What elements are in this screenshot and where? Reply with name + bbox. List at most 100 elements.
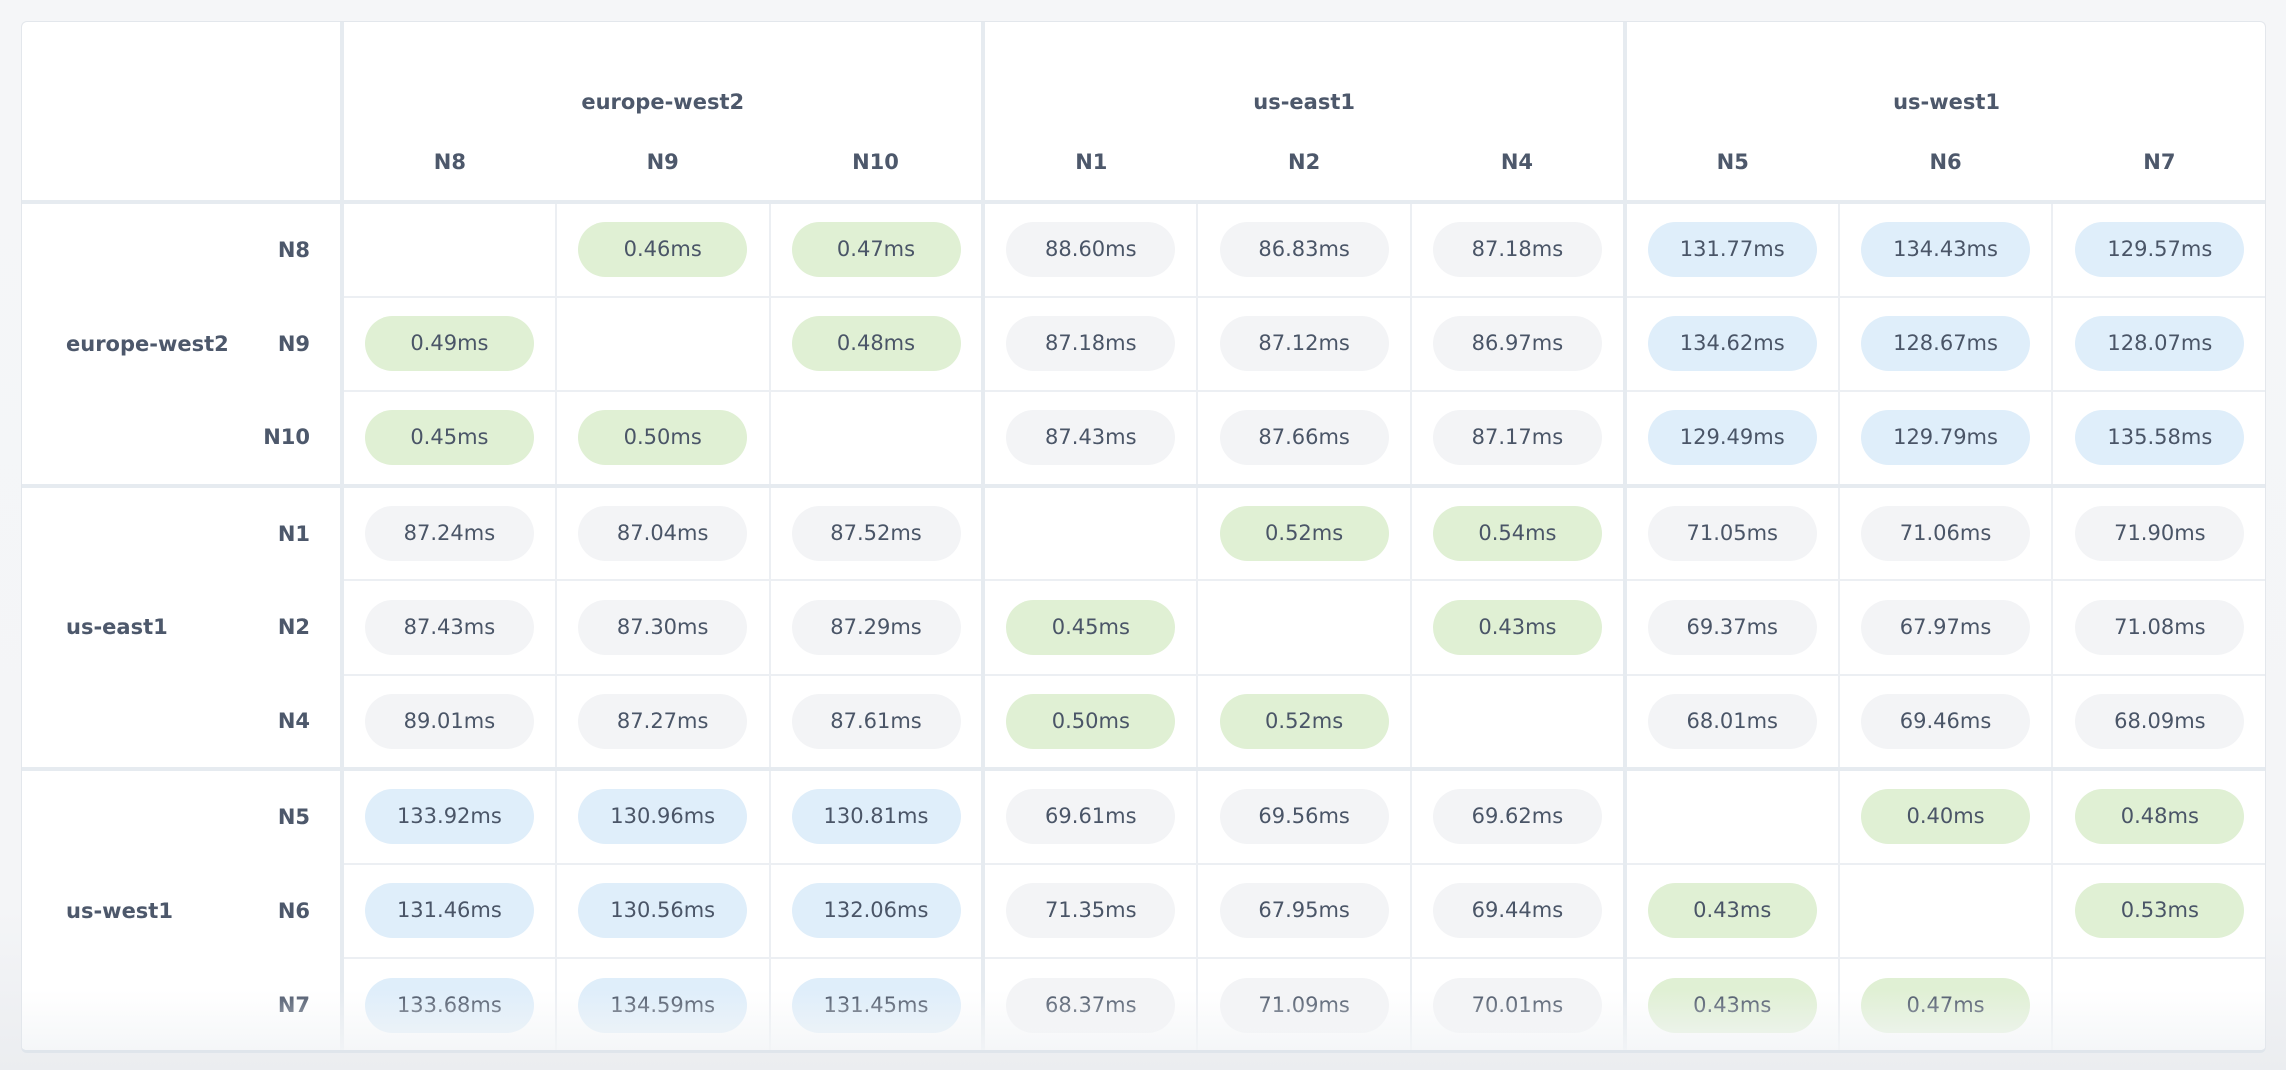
- matrix-body: N8 0.46ms 0.47ms 88.60ms 86.83ms 87.18ms 131.7…: [22, 202, 2265, 1050]
- latency-cell: 0.52ms: [1196, 485, 1412, 581]
- latency-pill-near: 69.46ms: [1861, 693, 2031, 749]
- latency-pill-local: 0.40ms: [1861, 789, 2031, 845]
- latency-cell: 0.47ms: [1837, 958, 2053, 1050]
- latency-cell: 69.61ms: [981, 769, 1198, 865]
- latency-pill-far: 131.77ms: [1647, 222, 1817, 278]
- latency-pill-near: 71.09ms: [1219, 977, 1389, 1033]
- latency-pill-far: 131.46ms: [364, 883, 534, 939]
- latency-cell: 134.43ms: [1837, 202, 2053, 298]
- latency-cell: 71.08ms: [2051, 580, 2265, 676]
- latency-pill-near: 87.12ms: [1219, 316, 1389, 372]
- latency-pill-near: 67.95ms: [1219, 883, 1389, 939]
- latency-pill-near: 68.01ms: [1647, 693, 1817, 749]
- latency-pill-far: 130.96ms: [578, 789, 748, 845]
- latency-pill-local: 0.43ms: [1647, 883, 1817, 939]
- latency-pill-near: 87.29ms: [791, 599, 961, 655]
- row-label-cell: N7: [22, 958, 344, 1050]
- latency-matrix-card: europe-west2 us-east1 us-west1 N8 N9 N10…: [21, 21, 2266, 1053]
- column-node-header: N6: [1838, 132, 2053, 204]
- column-node-header: N1: [981, 132, 1198, 204]
- latency-pill-far: 134.59ms: [578, 977, 748, 1033]
- latency-cell: 134.59ms: [554, 958, 770, 1050]
- latency-cell: 133.68ms: [340, 958, 556, 1050]
- latency-pill-far: 133.68ms: [364, 977, 534, 1033]
- latency-cell: 0.50ms: [554, 391, 770, 488]
- latency-pill-far: 129.49ms: [1647, 410, 1817, 466]
- latency-cell: 0.45ms: [981, 580, 1198, 676]
- latency-pill-local: 0.52ms: [1219, 505, 1389, 561]
- latency-cell: 134.62ms: [1622, 296, 1839, 392]
- latency-cell: 135.58ms: [2051, 391, 2265, 488]
- latency-cell: 87.43ms: [340, 580, 556, 676]
- column-region-header: us-east1: [981, 22, 1625, 132]
- latency-cell: 69.46ms: [1837, 674, 2053, 771]
- latency-cell: [981, 485, 1198, 581]
- latency-cell: 87.52ms: [768, 485, 984, 581]
- latency-cell: 0.52ms: [1196, 674, 1412, 771]
- latency-cell: 87.17ms: [1410, 391, 1625, 488]
- latency-cell: 71.05ms: [1622, 485, 1839, 581]
- row-label-cell: N4: [22, 674, 344, 771]
- row-node-label: N6: [277, 898, 310, 923]
- latency-cell: 68.37ms: [981, 958, 1198, 1050]
- latency-matrix-table: europe-west2 us-east1 us-west1 N8 N9 N10…: [22, 22, 2265, 1050]
- latency-pill-near: 71.90ms: [2075, 505, 2245, 561]
- latency-pill-near: 69.62ms: [1432, 789, 1602, 845]
- row-node-label: N1: [277, 521, 310, 546]
- latency-cell: 87.18ms: [1410, 202, 1625, 298]
- latency-pill-local: 0.52ms: [1219, 693, 1389, 749]
- latency-pill-near: 86.83ms: [1219, 222, 1389, 278]
- table-row: N10 0.45ms 0.50ms 87.43ms 87.66ms 87.17ms 129.…: [22, 391, 2265, 488]
- latency-cell: 71.06ms: [1837, 485, 2053, 581]
- column-node-header: N7: [2052, 132, 2265, 204]
- corner-cell: [22, 22, 344, 204]
- latency-cell: [1410, 674, 1625, 771]
- latency-cell: 130.56ms: [554, 863, 770, 959]
- latency-pill-near: 87.24ms: [364, 505, 534, 561]
- latency-cell: 70.01ms: [1410, 958, 1625, 1050]
- latency-pill-near: 86.97ms: [1432, 316, 1602, 372]
- latency-cell: [1837, 863, 2053, 959]
- row-label-cell: N1: [22, 485, 344, 580]
- column-node-header: N9: [555, 132, 770, 204]
- latency-pill-local: 0.50ms: [1006, 693, 1176, 749]
- latency-pill-local: 0.54ms: [1432, 505, 1602, 561]
- latency-cell: 0.54ms: [1410, 485, 1625, 581]
- table-row: us-west1 N6 131.46ms 130.56ms 132.06ms 71.35m…: [22, 863, 2265, 959]
- row-label-cell: us-west1 N6: [22, 863, 344, 958]
- row-node-label: N8: [277, 238, 310, 263]
- latency-cell: 131.77ms: [1622, 202, 1839, 298]
- latency-cell: 89.01ms: [340, 674, 556, 771]
- latency-cell: 0.45ms: [340, 391, 556, 488]
- latency-cell: 68.09ms: [2051, 674, 2265, 771]
- latency-pill-local: 0.53ms: [2075, 883, 2245, 939]
- latency-pill-near: 89.01ms: [364, 693, 534, 749]
- latency-cell: 130.96ms: [554, 769, 770, 865]
- latency-pill-far: 133.92ms: [364, 789, 534, 845]
- row-node-label: N10: [263, 425, 310, 450]
- latency-cell: 68.01ms: [1622, 674, 1839, 771]
- column-node-header: N4: [1411, 132, 1625, 204]
- latency-pill-far: 130.81ms: [791, 789, 961, 845]
- latency-pill-near: 67.97ms: [1861, 599, 2031, 655]
- latency-cell: 0.47ms: [768, 202, 984, 298]
- latency-cell: 0.48ms: [2051, 769, 2265, 865]
- latency-cell: 87.24ms: [340, 485, 556, 581]
- latency-pill-local: 0.50ms: [578, 410, 748, 466]
- latency-cell: 87.12ms: [1196, 296, 1412, 392]
- row-node-label: N9: [277, 331, 310, 356]
- latency-cell: 0.43ms: [1622, 958, 1839, 1050]
- column-node-header: N10: [769, 132, 984, 204]
- row-label-cell: N8: [22, 202, 344, 297]
- latency-cell: 87.66ms: [1196, 391, 1412, 488]
- latency-pill-local: 0.46ms: [578, 222, 748, 278]
- latency-pill-near: 87.18ms: [1006, 316, 1176, 372]
- row-label-cell: europe-west2 N9: [22, 296, 344, 391]
- latency-cell: [340, 202, 556, 298]
- latency-pill-local: 0.47ms: [1861, 977, 2031, 1033]
- latency-cell: 131.46ms: [340, 863, 556, 959]
- latency-cell: [554, 296, 770, 392]
- latency-pill-far: 129.57ms: [2075, 222, 2245, 278]
- latency-pill-far: 130.56ms: [578, 883, 748, 939]
- column-node-header: N5: [1622, 132, 1839, 204]
